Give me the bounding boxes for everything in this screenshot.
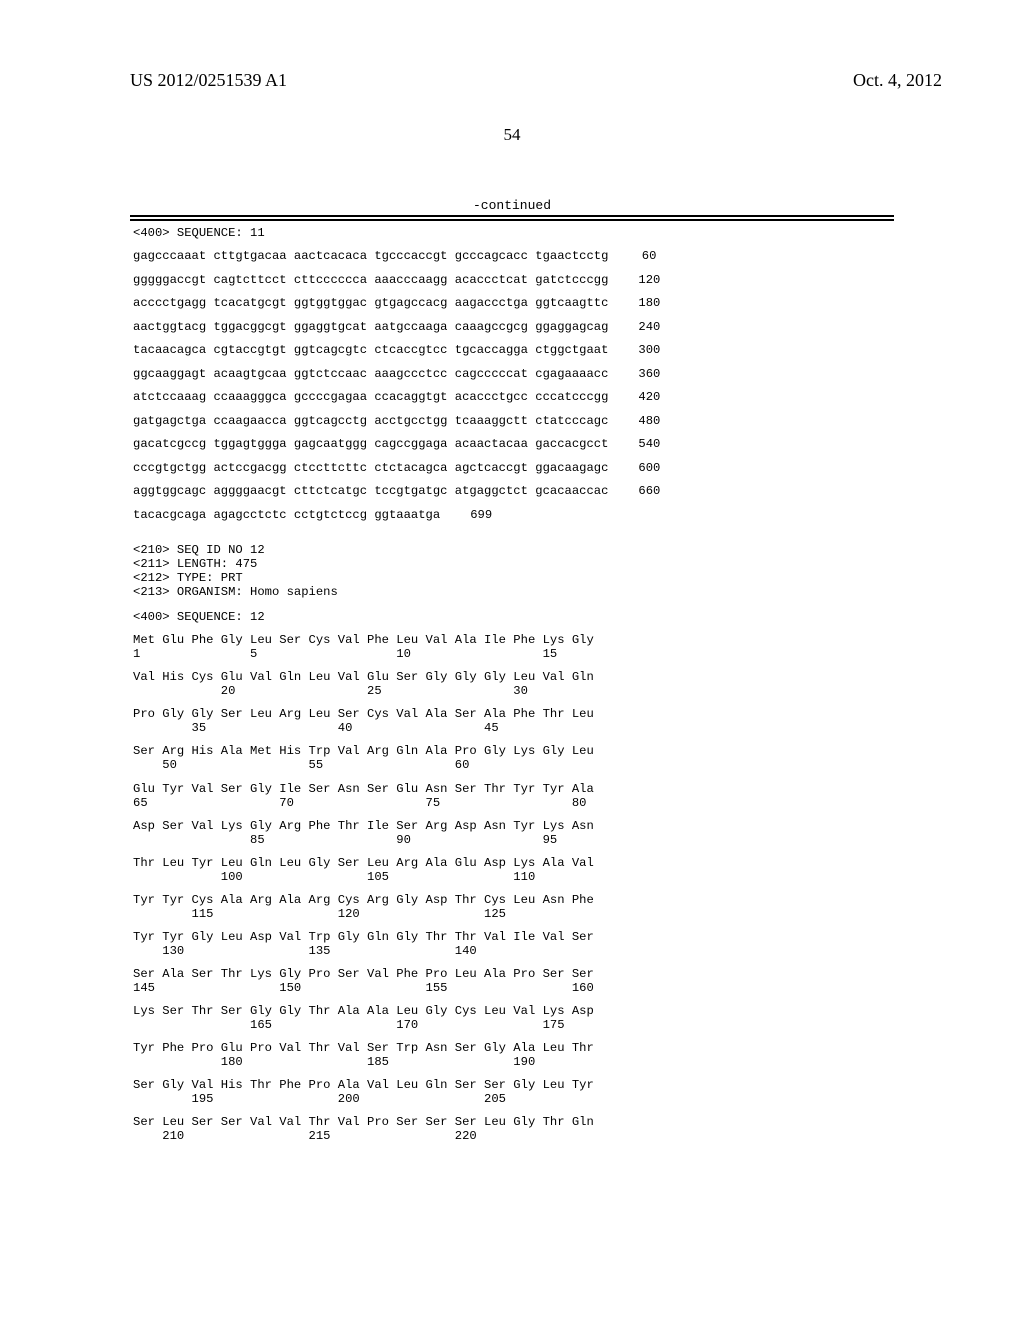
sequence-11-header: <400> SEQUENCE: 11 xyxy=(0,221,1024,240)
dna-position: 660 xyxy=(608,484,656,498)
sequence-12-header: <400> SEQUENCE: 12 xyxy=(0,599,1024,624)
continued-label: -continued xyxy=(0,198,1024,213)
publication-number: US 2012/0251539 A1 xyxy=(130,70,287,91)
dna-position: 480 xyxy=(608,414,656,428)
dna-position: 699 xyxy=(440,508,488,522)
protein-row: Ser Gly Val His Thr Phe Pro Ala Val Leu … xyxy=(133,1078,1024,1106)
publication-date: Oct. 4, 2012 xyxy=(853,70,942,91)
dna-row: ggcaaggagt acaagtgcaa ggtctccaac aaagccc… xyxy=(133,367,1024,381)
protein-row: Thr Leu Tyr Leu Gln Leu Gly Ser Leu Arg … xyxy=(133,856,1024,884)
dna-seq: tacacgcaga agagcctctc cctgtctccg ggtaaat… xyxy=(133,508,440,522)
dna-position: 60 xyxy=(608,249,656,263)
dna-seq: gagcccaaat cttgtgacaa aactcacaca tgcccac… xyxy=(133,249,608,263)
rule-top xyxy=(130,215,894,217)
protein-row: Ser Arg His Ala Met His Trp Val Arg Gln … xyxy=(133,744,1024,772)
dna-position: 540 xyxy=(608,437,656,451)
protein-row: Tyr Tyr Gly Leu Asp Val Trp Gly Gln Gly … xyxy=(133,930,1024,958)
protein-row: Ser Ala Ser Thr Lys Gly Pro Ser Val Phe … xyxy=(133,967,1024,995)
dna-row: atctccaaag ccaaagggca gccccgagaa ccacagg… xyxy=(133,390,1024,404)
dna-row: cccgtgctgg actccgacgg ctccttcttc ctctaca… xyxy=(133,461,1024,475)
dna-row: gggggaccgt cagtcttcct cttcccccca aaaccca… xyxy=(133,273,1024,287)
dna-seq: acccctgagg tcacatgcgt ggtggtggac gtgagcc… xyxy=(133,296,608,310)
protein-row: Met Glu Phe Gly Leu Ser Cys Val Phe Leu … xyxy=(133,633,1024,661)
dna-seq: gatgagctga ccaagaacca ggtcagcctg acctgcc… xyxy=(133,414,608,428)
protein-row: Glu Tyr Val Ser Gly Ile Ser Asn Ser Glu … xyxy=(133,782,1024,810)
protein-row: Lys Ser Thr Ser Gly Gly Thr Ala Ala Leu … xyxy=(133,1004,1024,1032)
dna-seq: tacaacagca cgtaccgtgt ggtcagcgtc ctcaccg… xyxy=(133,343,608,357)
dna-seq: gacatcgccg tggagtggga gagcaatggg cagccgg… xyxy=(133,437,608,451)
dna-position: 240 xyxy=(608,320,656,334)
protein-row: Val His Cys Glu Val Gln Leu Val Glu Ser … xyxy=(133,670,1024,698)
dna-seq: aggtggcagc aggggaacgt cttctcatgc tccgtga… xyxy=(133,484,608,498)
dna-position: 600 xyxy=(608,461,656,475)
dna-row: gacatcgccg tggagtggga gagcaatggg cagccgg… xyxy=(133,437,1024,451)
dna-position: 300 xyxy=(608,343,656,357)
dna-position: 120 xyxy=(608,273,656,287)
dna-row: aactggtacg tggacggcgt ggaggtgcat aatgcca… xyxy=(133,320,1024,334)
dna-row: aggtggcagc aggggaacgt cttctcatgc tccgtga… xyxy=(133,484,1024,498)
protein-row: Asp Ser Val Lys Gly Arg Phe Thr Ile Ser … xyxy=(133,819,1024,847)
dna-seq: cccgtgctgg actccgacgg ctccttcttc ctctaca… xyxy=(133,461,608,475)
dna-seq: gggggaccgt cagtcttcct cttcccccca aaaccca… xyxy=(133,273,608,287)
protein-row: Tyr Phe Pro Glu Pro Val Thr Val Ser Trp … xyxy=(133,1041,1024,1069)
dna-seq: ggcaaggagt acaagtgcaa ggtctccaac aaagccc… xyxy=(133,367,608,381)
protein-row: Tyr Tyr Cys Ala Arg Ala Arg Cys Arg Gly … xyxy=(133,893,1024,921)
page-number: 54 xyxy=(0,125,1024,145)
dna-seq: atctccaaag ccaaagggca gccccgagaa ccacagg… xyxy=(133,390,608,404)
protein-row: Ser Leu Ser Ser Val Val Thr Val Pro Ser … xyxy=(133,1115,1024,1143)
dna-position: 420 xyxy=(608,390,656,404)
dna-sequence-block: gagcccaaat cttgtgacaa aactcacaca tgcccac… xyxy=(0,249,1024,522)
protein-row: Pro Gly Gly Ser Leu Arg Leu Ser Cys Val … xyxy=(133,707,1024,735)
dna-row: tacaacagca cgtaccgtgt ggtcagcgtc ctcaccg… xyxy=(133,343,1024,357)
dna-row: gatgagctga ccaagaacca ggtcagcctg acctgcc… xyxy=(133,414,1024,428)
dna-position: 180 xyxy=(608,296,656,310)
dna-row: gagcccaaat cttgtgacaa aactcacaca tgcccac… xyxy=(133,249,1024,263)
dna-seq: aactggtacg tggacggcgt ggaggtgcat aatgcca… xyxy=(133,320,608,334)
dna-row: acccctgagg tcacatgcgt ggtggtggac gtgagcc… xyxy=(133,296,1024,310)
page-header: US 2012/0251539 A1 Oct. 4, 2012 xyxy=(0,0,1024,91)
sequence-12-meta: <210> SEQ ID NO 12 <211> LENGTH: 475 <21… xyxy=(0,531,1024,599)
dna-row: tacacgcaga agagcctctc cctgtctccg ggtaaat… xyxy=(133,508,1024,522)
dna-position: 360 xyxy=(608,367,656,381)
protein-sequence-block: Met Glu Phe Gly Leu Ser Cys Val Phe Leu … xyxy=(0,633,1024,1143)
